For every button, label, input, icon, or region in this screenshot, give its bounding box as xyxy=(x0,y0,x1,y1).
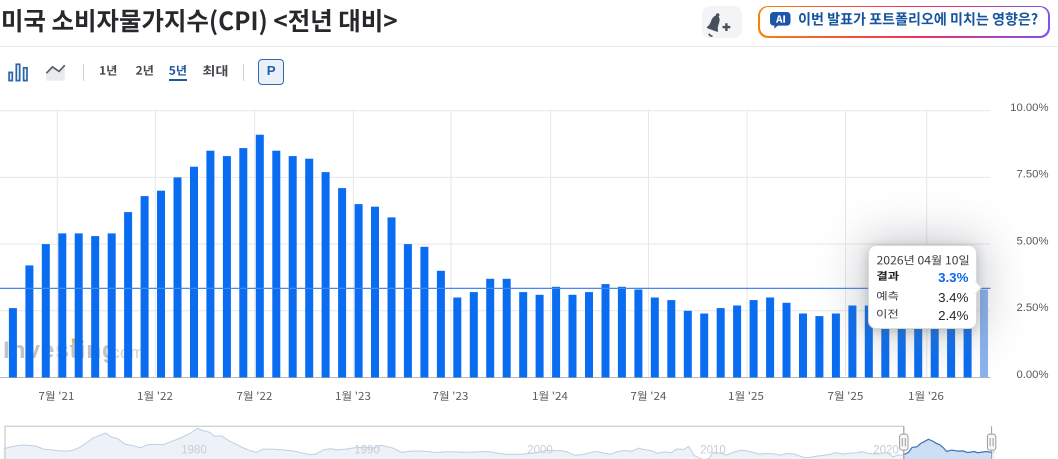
svg-text:5.00%: 5.00% xyxy=(1016,235,1048,247)
svg-text:10.00%: 10.00% xyxy=(1010,102,1048,114)
svg-text:2020: 2020 xyxy=(873,445,899,457)
svg-text:7.50%: 7.50% xyxy=(1016,169,1048,181)
svg-text:0.00%: 0.00% xyxy=(1016,369,1048,381)
svg-text:1990: 1990 xyxy=(354,445,380,457)
svg-text:2000: 2000 xyxy=(527,445,553,457)
svg-text:2010: 2010 xyxy=(700,445,726,457)
svg-text:1980: 1980 xyxy=(181,445,207,457)
svg-text:2.50%: 2.50% xyxy=(1016,302,1048,314)
